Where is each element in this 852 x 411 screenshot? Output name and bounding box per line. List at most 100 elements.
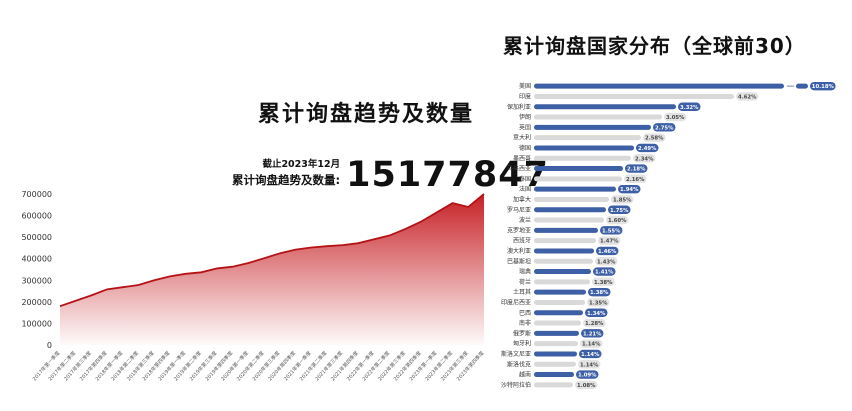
x-tick-label: 2022年第一季度 [345,350,375,383]
x-tick-label: 2022年第四季度 [392,350,422,383]
value-badge-text: 2.34% [635,156,654,162]
value-badge-text: 1.34% [587,311,606,317]
area-line [59,193,485,308]
country-label: 斯洛文尼亚 [501,350,531,358]
country-label: 墨西哥 [513,155,531,162]
value-badge [581,329,604,338]
country-row: 英国 2.75% [519,123,676,132]
x-tick-label: 2021年第四季度 [329,350,359,383]
country-label: 印度尼西亚 [501,298,531,306]
bar [534,238,596,244]
country-label: 克罗地亚 [507,226,531,234]
value-badge [664,112,687,122]
country-label: 荷兰 [519,278,531,286]
country-row: 沙特阿拉伯 1.08% [501,380,598,390]
value-badge [585,308,608,317]
value-badge [593,267,616,276]
x-tick-label: 2017年第一季度 [31,350,61,383]
country-label: 英国 [519,123,531,131]
value-badge [576,370,599,379]
x-tick-label: 2019年第四季度 [204,350,234,383]
country-row: 马来西亚 2.18% [507,164,648,173]
x-tick-label: 2023年第三季度 [439,350,469,383]
value-badge-text: 1.55% [602,228,621,234]
y-tick-label: 200000 [21,298,52,307]
country-label: 西班牙 [513,237,531,245]
x-tick-label: 2022年第三季度 [377,350,407,383]
bar-segment [534,83,784,89]
country-label: 马来西亚 [507,165,531,173]
bar-segment [796,83,808,89]
x-tick-label: 2019年第三季度 [188,350,218,383]
country-label: 印度 [519,92,531,100]
value-badge-text: 1.47% [600,239,619,245]
value-badge-text: 1.35% [589,300,608,306]
y-tick-label: 700000 [21,190,52,199]
country-row: 意大利 2.58% [513,133,666,142]
value-badge [608,205,631,214]
country-row: 斯洛文尼亚 1.14% [501,349,602,359]
bar [534,289,586,295]
bar [534,372,574,378]
value-badge-text: 2.16% [626,177,645,183]
bar [534,258,593,264]
kpi-stat-label: 累计询盘趋势及数量: [232,173,341,187]
value-badge [636,143,659,153]
bar [534,186,616,192]
country-row: 巴基斯坦 1.43% [507,257,618,266]
value-badge-text: 3.32% [680,105,699,111]
x-tick-label: 2021年第二季度 [298,350,328,383]
value-badge [810,81,836,91]
country-row: 保加利亚 3.32% [507,102,701,111]
value-badge [595,257,618,266]
country-row: 泰国 2.16% [519,174,647,184]
country-row: 波兰 1.60% [519,215,629,225]
value-badge-text: 1.85% [613,197,632,203]
x-tick-label: 2023年第四季度 [455,350,485,383]
value-badge [583,318,606,328]
value-badge [633,154,656,163]
country-row: 澳大利亚 1.46% [507,246,619,256]
x-tick-label: 2023年第一季度 [408,350,438,383]
value-badge-text: 1.43% [597,259,616,265]
bar [534,145,634,151]
bar [534,320,581,326]
value-badge-text: 1.21% [583,331,602,337]
bar [534,361,576,367]
country-row: 加拿大 1.85% [513,195,634,204]
trend-chart-title: 累计询盘趋势及数量 [257,102,474,127]
value-badge [575,380,598,390]
country-row: 法国 1.94% [519,184,641,194]
bar [534,196,609,202]
value-badge-text: 1.41% [595,270,614,276]
country-row: 荷兰 1.38% [519,277,615,287]
country-row: 瑞典 1.41% [519,267,616,276]
kpi-labels: 截止2023年12月 累计询盘趋势及数量: [232,156,340,188]
area-fill [60,194,484,345]
value-badge-text: 1.14% [580,362,599,368]
value-badge-text: 1.94% [620,187,639,193]
value-badge-text: 2.18% [627,167,646,173]
bar [534,217,604,223]
value-badge-text: 1.46% [598,249,617,255]
country-row: 克罗地亚 1.55% [507,226,623,235]
country-row: 美国 10.18% [519,81,836,91]
value-badge [611,195,634,204]
value-badge [588,287,611,297]
country-label: 意大利 [513,134,531,142]
country-row: 西班牙 1.47% [513,236,621,245]
country-label: 土耳其 [513,288,531,296]
bar [534,299,585,305]
value-badge-text: 1.14% [581,352,600,358]
value-badge [578,360,601,369]
value-badge [592,277,615,287]
country-bar-chart: 美国 10.18% 印度 4.62% 保加利亚 3.32% 伊朗 3.05% 英国 2.75% 意大… [501,81,836,390]
country-row: 印度尼西亚 1.35% [501,298,610,307]
value-badge [625,164,648,173]
value-badge-text: 1.09% [578,373,597,379]
value-badge [643,133,666,142]
bar [534,155,631,161]
country-label: 南非 [519,319,531,327]
country-row: 斯洛伐克 1.14% [507,360,601,369]
